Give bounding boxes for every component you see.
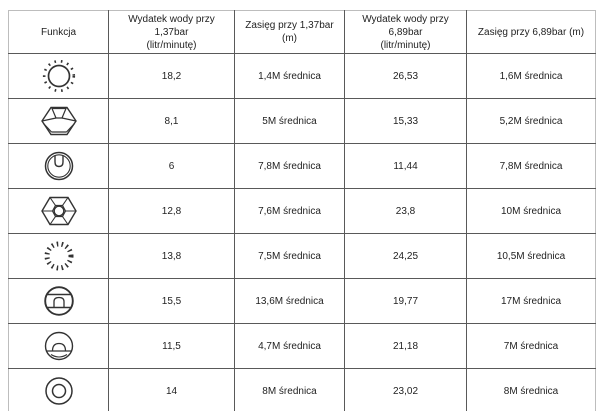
flow-137-cell: 8,1 [108,98,235,144]
flow-689-cell: 24,25 [344,233,467,279]
function-icon-cell [8,323,109,369]
table-row: 15,5 13,6M średnica 19,77 17M średnica [8,278,596,324]
flow-689-cell: 21,18 [344,323,467,369]
range-137-cell: 7,6M średnica [234,188,345,234]
circle-u-nozzle-icon [44,151,73,181]
range-137-cell: 7,5M średnica [234,233,345,279]
header-line2: (litr/minutę) [146,39,197,51]
radial-burst-nozzle-icon [44,241,73,271]
range-689-cell: 17M średnica [466,278,596,324]
table-row: 13,8 7,5M średnica 24,25 10,5M średnica [8,233,596,279]
flow-137-cell: 12,8 [108,188,235,234]
flow-137-cell: 6 [108,143,235,189]
flow-689-cell: 11,44 [344,143,467,189]
toothed-ring-nozzle-icon [42,59,75,93]
concentric-circle-nozzle-icon [44,377,73,405]
function-icon-cell [8,233,109,279]
dome-circle-nozzle-icon [44,331,73,361]
banded-sphere-nozzle-icon [43,286,74,316]
range-689-cell: 7,8M średnica [466,143,596,189]
flow-689-cell: 23,8 [344,188,467,234]
function-icon-cell [8,368,109,411]
header-line1: Wydatek wody przy 6,89bar [362,13,449,38]
col-header-flow-137: Wydatek wody przy 1,37bar (litr/minutę) [108,10,235,54]
flow-137-cell: 13,8 [108,233,235,279]
function-icon-cell [8,188,109,234]
range-689-cell: 1,6M średnica [466,53,596,99]
col-header-flow-689: Wydatek wody przy 6,89bar (litr/minutę) [344,10,467,54]
range-137-cell: 5M średnica [234,98,345,144]
range-689-cell: 10,5M średnica [466,233,596,279]
range-137-cell: 4,7M średnica [234,323,345,369]
range-137-cell: 7,8M średnica [234,143,345,189]
flow-689-cell: 26,53 [344,53,467,99]
table-row: 14 8M średnica 23,02 8M średnica [8,368,596,411]
header-row: Funkcja Wydatek wody przy 1,37bar (litr/… [8,10,596,54]
col-header-range-689: Zasięg przy 6,89bar (m) [466,10,596,54]
flow-689-cell: 15,33 [344,98,467,144]
range-137-cell: 1,4M średnica [234,53,345,99]
function-icon-cell [8,98,109,144]
range-689-cell: 8M średnica [466,368,596,411]
header-line1: Wydatek wody przy 1,37bar [128,13,215,38]
flow-137-cell: 11,5 [108,323,235,369]
flow-137-cell: 15,5 [108,278,235,324]
col-header-range-137: Zasięg przy 1,37bar (m) [234,10,345,54]
flow-689-cell: 23,02 [344,368,467,411]
flow-689-cell: 19,77 [344,278,467,324]
range-689-cell: 7M średnica [466,323,596,369]
function-icon-cell [8,53,109,99]
range-689-cell: 10M średnica [466,188,596,234]
hex-cone-nozzle-icon [40,106,77,136]
range-137-cell: 13,6M średnica [234,278,345,324]
nozzle-spec-table: Funkcja Wydatek wody przy 1,37bar (litr/… [8,10,596,411]
table-row: 11,5 4,7M średnica 21,18 7M średnica [8,323,596,369]
header-line2: (litr/minutę) [380,39,431,51]
function-icon-cell [8,143,109,189]
range-137-cell: 8M średnica [234,368,345,411]
range-689-cell: 5,2M średnica [466,98,596,144]
col-header-funkcja: Funkcja [8,10,109,54]
table-row: 18,2 1,4M średnica 26,53 1,6M średnica [8,53,596,99]
table-row: 8,1 5M średnica 15,33 5,2M średnica [8,98,596,144]
table-row: 12,8 7,6M średnica 23,8 10M średnica [8,188,596,234]
hex-spoke-nozzle-icon [40,196,77,226]
function-icon-cell [8,278,109,324]
table-row: 6 7,8M średnica 11,44 7,8M średnica [8,143,596,189]
flow-137-cell: 18,2 [108,53,235,99]
flow-137-cell: 14 [108,368,235,411]
